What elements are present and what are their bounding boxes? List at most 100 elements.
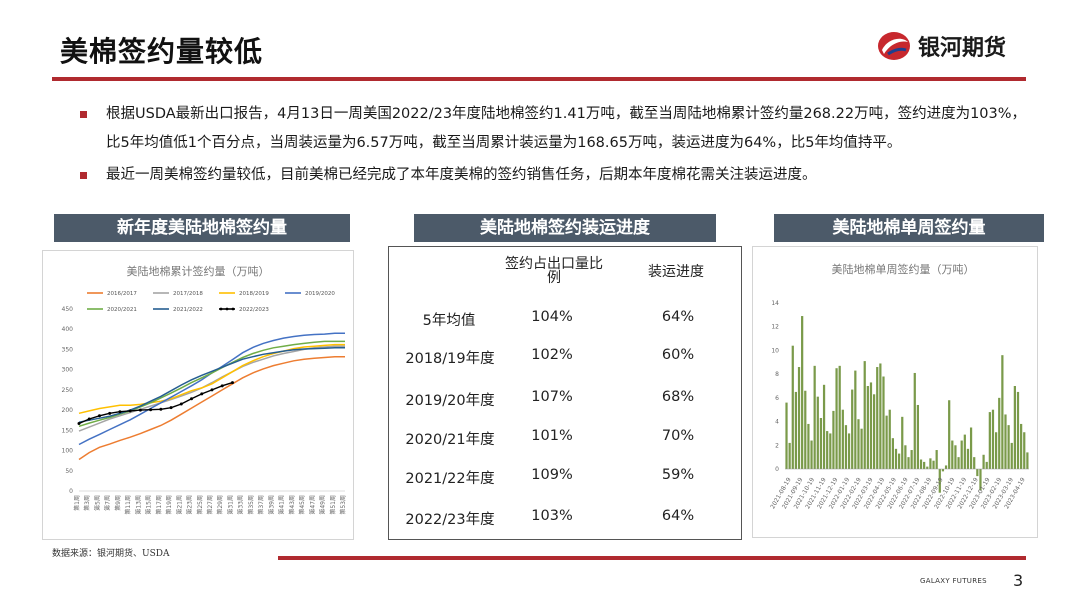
data-point [210,388,214,392]
legend-label: 2020/2021 [107,307,137,313]
table-header-shipment: 装运进度 [648,264,704,280]
x-tick-label: 第39周 [267,495,275,515]
bar [894,448,898,469]
series-line [78,343,345,415]
series-line [78,347,345,423]
table-cell-contract: 107% [531,389,573,405]
bar [960,440,963,469]
bar [829,433,832,469]
bar [973,457,976,469]
x-tick-label: 第37周 [257,495,265,515]
bullet-text: 根据USDA最新出口报告，4月13日一周美国2022/23年度陆地棉签约1.41… [106,106,1027,151]
table-cell-contract: 104% [531,309,573,325]
bar [872,394,876,469]
bar [926,466,929,469]
x-tick-label: 第17周 [155,495,163,515]
weekly-contract-chart: 美陆地棉单周签约量（万吨） 0 2 4 6 8 10 12 14 2021-08-19 2021-0… [752,246,1038,538]
bullet-list: 根据USDA最新出口报告，4月13日一周美国2022/23年度陆地棉签约1.41… [80,100,1040,190]
table-cell-shipment: 64% [661,309,695,325]
bar [816,396,819,469]
bar [998,397,1001,469]
legend-label: 2016/2017 [107,291,137,297]
x-tick-label: 第3周 [83,495,91,511]
bar [988,412,991,469]
x-tick-label: 第43周 [288,495,296,515]
y-tick-label: 4 [775,419,779,426]
bar [822,384,826,469]
data-point [169,406,173,410]
table-row-label: 2018/19年度 [405,351,495,367]
page-title: 美棉签约量较低 [60,35,264,68]
legend-label: 2017/2018 [173,291,203,297]
y-tick-label: 400 [62,326,74,333]
bar [951,440,954,469]
x-tick-label: 第9周 [114,495,122,511]
x-tick-label: 第15周 [145,495,153,515]
data-point [149,408,153,412]
bar [801,316,804,469]
data-point [230,381,234,385]
bar [1013,386,1016,469]
data-point [77,421,81,425]
x-tick-label: 第1周 [73,495,81,511]
bar [879,363,882,469]
table-row-label: 5年均值 [422,313,476,329]
y-tick-label: 350 [62,346,74,353]
x-tick-label: 第29周 [216,495,224,515]
series-line [78,355,345,461]
title-divider [52,77,1026,81]
legend-label: 2021/2022 [173,307,203,313]
y-tick-label: 300 [62,367,74,374]
bar [785,402,788,469]
data-source-note: 数据来源：银河期货、USDA [52,549,170,559]
y-tick-label: 12 [771,324,779,331]
table-header-contract: 签约占出口量比例 [505,256,603,286]
panel-header-right: 美陆地棉单周签约量 [774,214,1044,242]
bar [1020,423,1023,469]
bar [788,442,791,469]
table-cell-shipment: 59% [661,467,695,483]
bar [876,367,879,469]
bullet-square-icon [80,172,87,179]
footer-divider [278,556,1026,560]
bar-chart-svg: 美陆地棉单周签约量（万吨）024681012142021-08-192021-0… [769,262,1029,510]
bar [916,404,920,469]
bar [819,418,823,469]
bar [1026,452,1029,469]
x-tick-label: 第21周 [175,495,183,515]
table-cell-shipment: 64% [661,508,695,524]
table-row-label: 2019/20年度 [405,393,495,409]
x-tick-label: 第31周 [226,495,234,515]
panel-header-left: 新年度美陆地棉签约量 [54,214,350,242]
bar [991,409,995,469]
bar [1023,432,1026,469]
series-line [78,381,233,425]
bar [866,386,869,469]
x-tick-label: 第19周 [165,495,173,515]
x-tick-label: 第45周 [298,495,306,515]
bar [985,461,988,469]
y-tick-label: 0 [775,466,779,473]
x-tick-label: 第5周 [93,495,101,511]
bar [910,450,913,469]
chart-title: 美陆地棉单周签约量（万吨） [832,262,975,276]
brand-name: 银河期货 [918,36,1007,61]
x-tick-label: 第25周 [196,495,204,515]
table-cell-contract: 109% [531,467,573,483]
table-row-label: 2022/23年度 [405,512,495,528]
y-tick-label: 14 [771,300,779,307]
bar [797,367,801,469]
bullet-square-icon [80,111,87,118]
x-tick-label: 第53周 [339,495,347,515]
bar [869,382,873,469]
table-row-label: 2021/22年度 [405,471,495,487]
bar [832,410,835,469]
table-cell-shipment: 60% [661,347,695,363]
bar [882,376,885,469]
bar [966,448,970,469]
y-tick-label: 50 [65,468,73,475]
data-point [118,410,122,414]
legend-marker [231,307,235,311]
x-tick-label: 第35周 [247,495,255,515]
progress-table: 签约占出口量比例 装运进度 5年均值 104% 64% 2018/19年度 10… [388,246,742,540]
